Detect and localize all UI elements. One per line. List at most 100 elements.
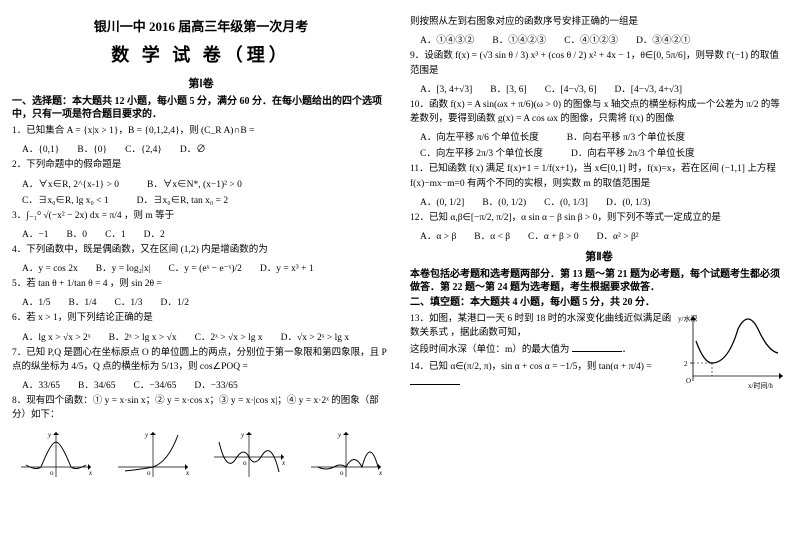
water-depth-chart: y/水深 x/时间/h 2 O [678, 311, 788, 391]
q5-stem: 5．若 tan θ + 1/tan θ = 4 ，则 sin 2θ = [12, 277, 390, 291]
q2-opt-c: C．∃x₀∈R, lg x₀ < 1 [22, 192, 109, 206]
q9-opt-c: C．[4−√3, 6] [545, 81, 597, 95]
q1-opt-b: B．{0} [77, 141, 107, 155]
q10-options-ab: A．向左平移 π/6 个单位长度 B．向右平移 π/3 个单位长度 [420, 129, 788, 143]
q6-opt-a: A．lg x > √x > 2ˣ [22, 329, 91, 343]
paper-title: 数 学 试 卷（理） [12, 41, 390, 67]
part2-title: 第Ⅱ卷 [410, 248, 788, 264]
q2-options-cd: C．∃x₀∈R, lg x₀ < 1 D．∃x₀∈R, tan x₀ = 2 [22, 192, 390, 206]
q9-opt-b: B．[3, 6] [490, 81, 526, 95]
graph-3: x y o [209, 427, 289, 482]
svg-text:x: x [185, 469, 190, 477]
q8-graphs: x y o x y o x y o [12, 427, 390, 482]
q3-opt-a: A．−1 [22, 226, 48, 240]
svg-text:o: o [340, 469, 344, 477]
graph-1: x y o [16, 427, 96, 482]
q12-opt-d: D．α² > β² [597, 228, 639, 242]
q1-stem: 1．已知集合 A = {x|x > 1}，B = {0,1,2,4}，则 (C_… [12, 124, 390, 138]
chart-xlabel: x/时间/h [748, 381, 773, 390]
q10-opt-d: D．向右平移 2π/3 个单位长度 [571, 145, 695, 159]
q7-opt-d: D．−33/65 [194, 377, 237, 391]
q11-opt-c: C．(0, 1/3] [544, 194, 588, 208]
q4-options: A．y = cos 2x B．y = log₂|x| C．y = (eˣ − e… [22, 260, 390, 274]
q4-stem: 4．下列函数中，既是偶函数，又在区间 (1,2) 内是增函数的为 [12, 243, 390, 257]
q9-options: A．[3, 4+√3] B．[3, 6] C．[4−√3, 6] D．[4−√3… [420, 81, 788, 95]
q7-opt-a: A．33/65 [22, 377, 60, 391]
q1-opt-d: D．∅ [180, 141, 206, 155]
fill-instr: 二、填空题：本大题共 4 小题，每小题 5 分，共 20 分． [410, 296, 788, 309]
q2-opt-a: A．∀x∈R, 2^{x-1} > 0 [22, 176, 119, 190]
q5-opt-d: D．1/2 [160, 294, 189, 308]
q4-opt-b: B．y = log₂|x| [96, 260, 151, 274]
q3-opt-c: C．1 [105, 226, 126, 240]
q13-blank [572, 341, 622, 352]
q13-line2: 这段时间水深（单位：m）的最大值为 [410, 345, 569, 355]
q4-opt-a: A．y = cos 2x [22, 260, 78, 274]
right-column: 则按照从左到右图象对应的函数序号安排正确的一组是 A．①④③② B．①④②③ C… [410, 12, 788, 486]
q12-opt-c: C．α + β > 0 [528, 228, 579, 242]
q6-stem: 6．若 x > 1，则下列结论正确的是 [12, 311, 390, 325]
q10-options-cd: C．向左平移 2π/3 个单位长度 D．向右平移 2π/3 个单位长度 [420, 145, 788, 159]
graph-2: x y o [113, 427, 193, 482]
q11-opt-a: A．(0, 1/2] [420, 194, 464, 208]
q4-opt-c: C．y = (eˣ − e⁻ˣ)/2 [168, 260, 241, 274]
q5-opt-c: C．1/3 [115, 294, 143, 308]
left-column: 银川一中 2016 届高三年级第一次月考 数 学 试 卷（理） 第Ⅰ卷 一、选择… [12, 12, 390, 486]
q1-opt-a: A．{0,1} [22, 141, 59, 155]
chart-ylabel: y/水深 [678, 314, 697, 323]
q6-opt-d: D．√x > 2ˣ > lg x [281, 329, 350, 343]
q2-opt-d: D．∃x₀∈R, tan x₀ = 2 [137, 192, 228, 206]
q8-stem: 8．现有四个函数：① y = x·sin x；② y = x·cos x；③ y… [12, 394, 390, 423]
q14-blank [410, 374, 460, 385]
q12-opt-a: A．α > β [420, 228, 456, 242]
svg-text:y: y [240, 431, 245, 439]
q2-options-ab: A．∀x∈R, 2^{x-1} > 0 B．∀x∈N*, (x−1)² > 0 [22, 176, 390, 190]
q7-stem: 7．已知 P,Q 是圆心在坐标原点 O 的单位圆上的两点，分别位于第一象限和第四… [12, 346, 390, 375]
school-line: 银川一中 2016 届高三年级第一次月考 [12, 16, 390, 35]
q9-opt-a: A．[3, 4+√3] [420, 81, 472, 95]
q1-options: A．{0,1} B．{0} C．{2,4} D．∅ [22, 141, 390, 155]
q2-stem: 2．下列命题中的假命题是 [12, 158, 390, 172]
svg-text:o: o [50, 469, 54, 477]
svg-text:y: y [47, 431, 52, 439]
q8-opt-d: D．③④②① [636, 32, 690, 46]
q8-opt-a: A．①④③② [420, 32, 474, 46]
q10-stem: 10．函数 f(x) = A sin(ωx + π/6)(ω > 0) 的图像与… [410, 98, 788, 127]
q2-opt-b: B．∀x∈N*, (x−1)² > 0 [147, 176, 242, 190]
q9-opt-d: D．[4−√3, 4+√3] [614, 81, 682, 95]
q12-stem: 12．已知 α,β∈[−π/2, π/2]，α sin α − β sin β … [410, 211, 788, 225]
q4-opt-d: D．y = x³ + 1 [260, 260, 314, 274]
q3-options: A．−1 B．0 C．1 D．2 [22, 226, 390, 240]
chart-origin: O [686, 377, 691, 385]
q11-opt-b: B．(0, 1/2) [482, 194, 526, 208]
q8-opt-b: B．①④②③ [492, 32, 546, 46]
q6-opt-b: B．2ˣ > lg x > √x [109, 329, 177, 343]
q13-text: 13．如图，某港口一天 6 时到 18 时的水深变化曲线近似满足函数关系式 ，据… [410, 314, 671, 338]
q11-opt-d: D．(0, 1/3) [606, 194, 650, 208]
q5-options: A．1/5 B．1/4 C．1/3 D．1/2 [22, 294, 390, 308]
q3-stem: 3．∫₋₁⁰ √(−x² − 2x) dx = π/4 ，则 m 等于 [12, 209, 390, 223]
svg-text:y: y [144, 431, 149, 439]
q7-opt-c: C．−34/65 [134, 377, 177, 391]
q3-opt-b: B．0 [66, 226, 87, 240]
part2-instr: 本卷包括必考题和选考题两部分．第 13 题～第 21 题为必考题，每个试题考生都… [410, 268, 788, 294]
svg-text:x: x [88, 469, 93, 477]
q1-opt-c: C．{2,4} [125, 141, 162, 155]
q12-options: A．α > β B．α < β C．α + β > 0 D．α² > β² [420, 228, 788, 242]
q6-options: A．lg x > √x > 2ˣ B．2ˣ > lg x > √x C．2ˣ >… [22, 329, 390, 343]
q10-opt-c: C．向左平移 2π/3 个单位长度 [420, 145, 543, 159]
q10-opt-b: B．向右平移 π/3 个单位长度 [567, 129, 685, 143]
q11-stem: 11．已知函数 f(x) 满足 f(x)+1 = 1/f(x+1)，当 x∈[0… [410, 162, 788, 191]
svg-text:x: x [378, 469, 383, 477]
part1-title: 第Ⅰ卷 [12, 75, 390, 91]
q11-options: A．(0, 1/2] B．(0, 1/2) C．(0, 1/3] D．(0, 1… [420, 194, 788, 208]
q9-stem: 9．设函数 f(x) = (√3 sin θ / 3) x³ + (cos θ … [410, 49, 788, 78]
q8-options: A．①④③② B．①④②③ C．④①②③ D．③④②① [420, 32, 788, 46]
q3-opt-d: D．2 [144, 226, 165, 240]
q12-opt-b: B．α < β [474, 228, 510, 242]
svg-text:o: o [147, 469, 151, 477]
q10-opt-a: A．向左平移 π/6 个单位长度 [420, 129, 539, 143]
q5-opt-a: A．1/5 [22, 294, 51, 308]
q5-opt-b: B．1/4 [69, 294, 97, 308]
q6-opt-c: C．2ˣ > √x > lg x [195, 329, 263, 343]
